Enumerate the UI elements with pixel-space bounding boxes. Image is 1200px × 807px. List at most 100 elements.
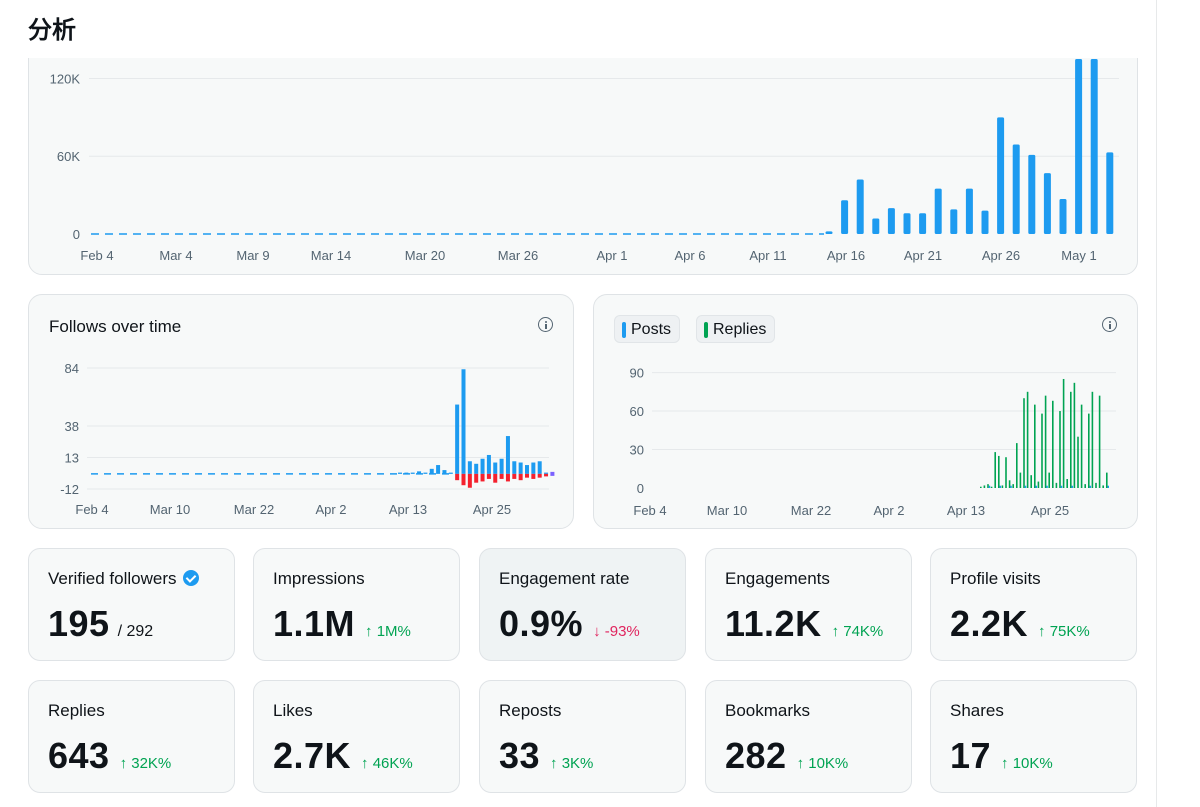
posts-bar [1060,485,1063,488]
replies-bar [1077,436,1079,488]
stat-change: ↑ 3K% [550,755,594,772]
y-tick-label: 60 [630,404,644,419]
impressions-bar [841,200,849,234]
page-title: 分析 [28,16,76,44]
replies-bar [1008,480,1011,488]
x-tick-label: Mar 22 [791,503,831,518]
stat-change: ↑ 46K% [361,755,413,772]
stat-card-engagement-rate[interactable]: Engagement rate 0.9% ↓ -93% [479,548,686,661]
replies-bar [1062,378,1065,488]
x-tick-label: Mar 10 [707,503,747,518]
follows-bar [512,461,517,474]
follows-bar [525,465,529,474]
stat-card-verified-followers[interactable]: Verified followers 195/ 292 [28,548,235,661]
stat-value: 0.9% ↓ -93% [499,603,640,644]
unfollows-bar [544,473,549,477]
replies-bar [1041,413,1043,488]
replies-bar [1034,404,1036,488]
x-tick-label: Feb 4 [633,503,666,518]
impressions-bar [903,213,911,234]
stat-label: Impressions [273,569,365,588]
replies-bar [987,484,989,488]
impressions-bar [919,213,927,234]
legend-posts-button[interactable]: Posts [614,315,681,343]
y-tick-label: 13 [65,450,79,465]
y-tick-label: 60K [57,149,80,164]
follows-bar [442,470,447,474]
replies-bar [980,486,982,488]
posts-bar [1107,485,1109,488]
stat-card-impressions[interactable]: Impressions 1.1M ↑ 1M% [253,548,460,661]
y-tick-label: 120K [50,71,81,86]
follows-end-marker [550,471,555,476]
follows-chart-title: Follows over time [49,317,182,336]
stat-label: Reposts [499,701,562,720]
x-tick-label: Mar 10 [150,502,190,517]
replies-bar [1005,457,1007,488]
y-tick-label: 30 [630,443,644,458]
stat-label: Profile visits [950,569,1041,588]
follows-bar [436,465,441,474]
stat-value: 1.1M ↑ 1M% [273,603,411,644]
x-tick-label: Apr 16 [827,248,865,263]
unfollows-bar [525,473,529,478]
follows-bar [499,458,504,474]
y-tick-label: -12 [60,482,79,497]
replies-bar [1084,484,1086,488]
replies-bar [1080,404,1083,488]
stat-change: ↓ -93% [593,623,640,640]
stat-card-engagements[interactable]: Engagements 11.2K ↑ 74K% [705,548,912,661]
y-tick-label: 90 [630,366,644,381]
replies-bar [1055,482,1058,488]
follows-bar [467,461,472,474]
follows-bar [429,468,434,474]
stat-value: 282 ↑ 10K% [725,735,849,776]
x-tick-label: Apr 25 [473,502,511,517]
legend-replies-button[interactable]: Replies [696,315,776,343]
follows-bar [474,463,479,474]
stat-value: 17 ↑ 10K% [950,735,1053,776]
stat-change: ↑ 75K% [1038,623,1090,640]
posts-replies-chart-card: Posts Replies 90 60 30 0 Feb 4 Mar 10 Mar 22 Ap… [593,294,1138,529]
replies-bar [1098,395,1101,488]
unfollows-bar [537,473,542,478]
impressions-bar [1106,152,1114,234]
replies-bar [1023,398,1025,488]
y-tick-label: 38 [65,419,79,434]
follows-bar [455,404,460,474]
unfollows-bar [461,473,466,486]
replies-bar [1037,481,1040,488]
unfollows-bar [474,473,479,483]
follows-bar [417,471,422,474]
stat-card-replies[interactable]: Replies 643 ↑ 32K% [28,680,235,793]
stat-card-reposts[interactable]: Reposts 33 ↑ 3K% [479,680,686,793]
unfollows-bar [518,473,523,481]
legend-posts-label: Posts [631,321,672,338]
follows-bar [480,458,485,474]
stat-change: ↑ 74K% [831,623,884,640]
stat-card-bookmarks[interactable]: Bookmarks 282 ↑ 10K% [705,680,912,793]
x-tick-label: Mar 14 [311,248,351,263]
follows-bar [486,454,491,474]
impressions-bar [997,117,1005,234]
x-tick-label: Mar 20 [405,248,445,263]
verified-badge-icon [182,570,199,586]
posts-bar [1010,485,1012,488]
follows-bar [493,462,498,474]
unfollows-bar [480,473,485,482]
replies-bar [1073,382,1076,488]
stat-card-profile-visits[interactable]: Profile visits 2.2K ↑ 75K% [930,548,1137,661]
x-tick-label: Apr 11 [749,248,786,263]
replies-swatch [704,322,708,338]
follows-bar [448,472,453,474]
replies-bar [1044,395,1047,488]
replies-bar [1019,472,1022,488]
replies-bar [994,452,996,488]
info-icon[interactable] [538,317,553,332]
stat-card-likes[interactable]: Likes 2.7K ↑ 46K% [253,680,460,793]
x-tick-label: Apr 2 [315,502,346,517]
posts-swatch [622,322,626,338]
info-icon[interactable] [1102,317,1117,332]
y-tick-label: 84 [65,361,79,376]
stat-card-shares[interactable]: Shares 17 ↑ 10K% [930,680,1137,793]
